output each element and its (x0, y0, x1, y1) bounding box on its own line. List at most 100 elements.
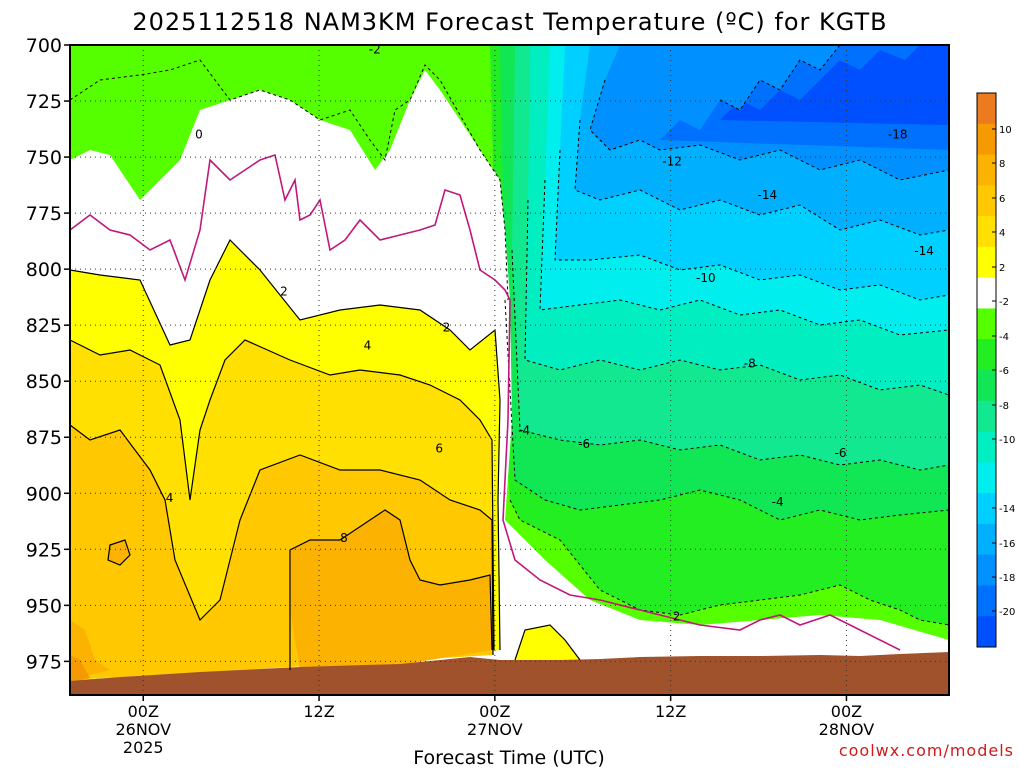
gridlines (70, 45, 949, 695)
contour-plus-6 (70, 424, 494, 656)
chart-title: 2025112518 NAM3KM Forecast Temperature (… (132, 8, 887, 36)
colorbar-swatch (977, 554, 996, 586)
x-tick-label: 00Z (831, 702, 862, 721)
colorbar-label: -18 (999, 573, 1015, 584)
contour-label: -2 (369, 42, 381, 56)
y-tick-label: 800 (26, 259, 62, 281)
contour-label: -14 (914, 244, 934, 258)
contour-label: 8 (340, 531, 348, 545)
credit-text: coolwx.com/models (839, 741, 1014, 760)
y-tick-label: 750 (26, 147, 62, 169)
contour-minus-8 (524, 199, 949, 396)
plot-area: -2 0 2 2 4 4 6 8 2 -4 -6 -4 -6 -8 -10 -12 -14 -14 -18 (70, 42, 949, 695)
band-plus-2-surface (515, 625, 580, 662)
contour-minus-6 (511, 249, 949, 471)
contour-plus-8 (289, 509, 493, 670)
colorbar-label: -10 (999, 435, 1015, 446)
x-tick-label: 00Z (479, 702, 510, 721)
contour-label: -6 (578, 437, 590, 451)
band-plus-8 (290, 510, 492, 670)
band-plus-8-small (108, 540, 130, 565)
x-tick-label: 28NOV (819, 720, 875, 739)
colorbar-swatch (977, 277, 996, 309)
contour-minus-2 (70, 59, 509, 301)
colorbar-swatch (977, 123, 996, 156)
x-tick-label: 26NOV (115, 720, 171, 739)
contour-label: -6 (835, 446, 847, 460)
y-tick-label: 725 (26, 91, 62, 113)
y-tick-label: 950 (26, 595, 62, 617)
contour-label: 2 (443, 320, 451, 334)
colorbar-label: -20 (999, 607, 1015, 618)
colorbar-label: -14 (999, 504, 1015, 515)
contour-minus-2-lower (509, 499, 949, 626)
contour-label: 4 (166, 491, 174, 505)
colorbar-swatch (977, 370, 996, 402)
colorbar-swatch (977, 431, 996, 463)
x-tick-label: 2025 (123, 738, 164, 757)
colorbar: 10 8 6 4 2 -2 -4 -6 -8 -10 -14 -16 -18 -20 (976, 92, 1015, 648)
y-tick-label: 825 (26, 315, 62, 337)
y-tick-label: 875 (26, 427, 62, 449)
contour-label: 0 (195, 128, 203, 142)
contour-label: -8 (744, 356, 756, 370)
x-axis-label: Forecast Time (UTC) (413, 747, 604, 768)
colorbar-swatch (977, 216, 996, 248)
colorbar-swatch (977, 400, 996, 433)
colorbar-label: -2 (999, 297, 1009, 308)
colorbar-label: 2 (999, 263, 1005, 274)
contour-label: 2 (280, 285, 288, 299)
contour-zero (70, 153, 901, 651)
y-axis: 700 725 750 775 800 825 850 875 900 925 950 975 (26, 35, 70, 673)
contour-labels: -2 0 2 2 4 4 6 8 2 -4 -6 -4 -6 -8 -10 -12 -14 -14 -18 (166, 42, 934, 624)
colorbar-swatch (977, 493, 996, 525)
y-tick-label: 900 (26, 483, 62, 505)
colorbar-label: 4 (999, 228, 1005, 239)
colorbar-label: -16 (999, 539, 1015, 550)
contour-minus-12 (554, 149, 949, 301)
colorbar-label: -4 (999, 332, 1009, 343)
colorbar-swatch (977, 246, 996, 279)
colorbar-label: 6 (999, 194, 1005, 205)
contour-lines (70, 45, 949, 670)
y-tick-label: 700 (26, 35, 62, 57)
contour-plus-2-surface (514, 624, 581, 661)
contour-label: 6 (435, 441, 443, 455)
x-tick-label: 12Z (655, 702, 686, 721)
colorbar-label: -6 (999, 366, 1009, 377)
colorbar-swatch (977, 339, 996, 371)
contour-plus-2 (70, 238, 501, 651)
contour-label: 2 (673, 610, 681, 624)
x-tick-label: 00Z (128, 702, 159, 721)
contour-minus-18 (719, 45, 841, 111)
y-tick-label: 850 (26, 371, 62, 393)
contour-minus-14 (574, 119, 949, 236)
x-tick-label: 27NOV (467, 720, 523, 739)
colorbar-swatch (977, 308, 996, 340)
contour-label: -18 (888, 128, 908, 142)
y-tick-label: 975 (26, 651, 62, 673)
colorbar-swatch (977, 616, 996, 648)
x-tick-label: 12Z (303, 702, 334, 721)
ground (70, 652, 949, 695)
colorbar-swatch (977, 462, 996, 494)
colorbar-label: -8 (999, 401, 1009, 412)
colorbar-label: 10 (999, 125, 1012, 136)
contour-label: -4 (772, 495, 784, 509)
contour-minus-4 (504, 299, 949, 521)
colorbar-swatch (977, 154, 996, 186)
contour-minus-10 (539, 179, 949, 336)
y-tick-label: 925 (26, 539, 62, 561)
contour-label: -12 (662, 155, 682, 169)
contour-plus-8-small (107, 539, 131, 566)
colorbar-swatch (977, 93, 996, 125)
contour-plus-4 (70, 339, 495, 651)
contour-label: 4 (364, 338, 372, 352)
contour-label: -4 (518, 424, 530, 438)
contour-label: -14 (758, 188, 778, 202)
plot-frame (69, 44, 950, 696)
colorbar-swatch (977, 585, 996, 617)
colorbar-swatch (977, 523, 996, 556)
